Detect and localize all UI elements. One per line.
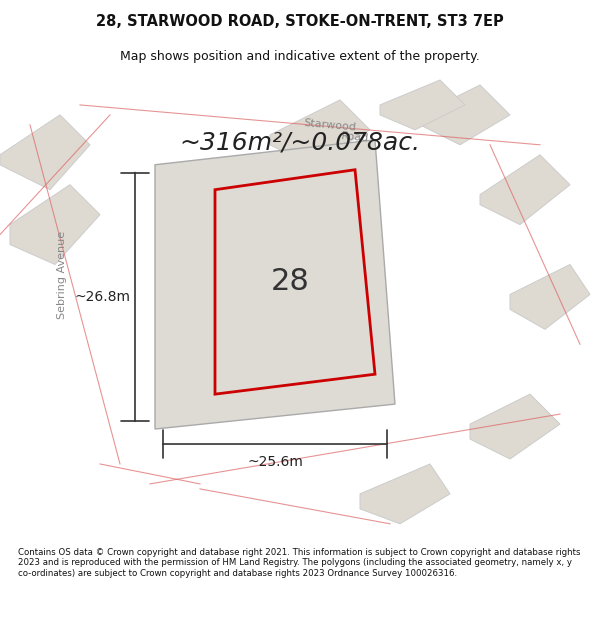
Polygon shape (480, 155, 570, 224)
Text: Starwood: Starwood (303, 118, 357, 132)
Text: Road: Road (341, 131, 370, 143)
Polygon shape (470, 394, 560, 459)
Polygon shape (270, 100, 370, 165)
Polygon shape (360, 464, 450, 524)
Polygon shape (510, 264, 590, 329)
Text: Map shows position and indicative extent of the property.: Map shows position and indicative extent… (120, 50, 480, 62)
Text: ~26.8m: ~26.8m (74, 290, 130, 304)
Polygon shape (420, 85, 510, 145)
Polygon shape (155, 140, 395, 429)
Polygon shape (10, 185, 100, 264)
Text: 28, STARWOOD ROAD, STOKE-ON-TRENT, ST3 7EP: 28, STARWOOD ROAD, STOKE-ON-TRENT, ST3 7… (96, 14, 504, 29)
Text: ~316m²/~0.078ac.: ~316m²/~0.078ac. (179, 131, 421, 155)
Text: Sebring Avenue: Sebring Avenue (57, 231, 67, 319)
Polygon shape (0, 115, 90, 190)
Text: 28: 28 (271, 268, 310, 296)
Polygon shape (380, 80, 465, 130)
Text: ~25.6m: ~25.6m (247, 455, 303, 469)
Text: Contains OS data © Crown copyright and database right 2021. This information is : Contains OS data © Crown copyright and d… (18, 548, 581, 578)
